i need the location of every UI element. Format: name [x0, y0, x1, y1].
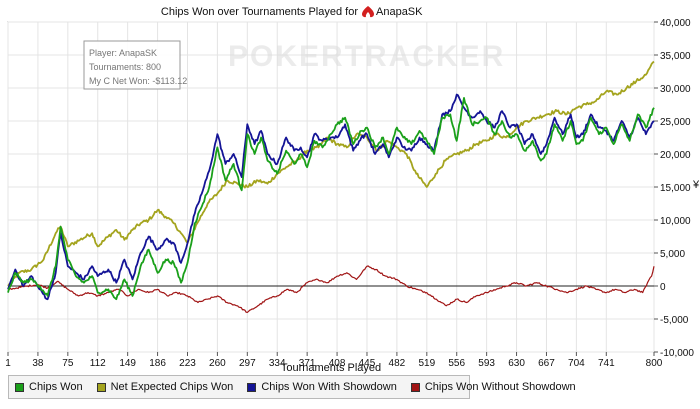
y-tick-label: 25,000 — [660, 117, 691, 128]
series-layer — [7, 60, 655, 313]
x-tick-label: 149 — [119, 358, 136, 369]
x-tick-label: 223 — [179, 358, 196, 369]
info-net-won: My C Net Won: -$113.12 — [89, 76, 187, 86]
legend-label: Chips Won Without Showdown — [424, 381, 576, 393]
series-line-chips-won-with-showdown — [7, 93, 655, 301]
x-tick-label: 445 — [359, 358, 376, 369]
legend-item-chips-won[interactable]: Chips Won — [15, 381, 83, 393]
x-tick-label: 334 — [269, 358, 286, 369]
info-tournaments: Tournaments: 800 — [89, 62, 161, 72]
legend-swatch-net-expected — [96, 382, 106, 392]
x-tick-label: 800 — [646, 358, 663, 369]
x-tick-label: 186 — [149, 358, 166, 369]
legend-label: Chips Won With Showdown — [261, 381, 397, 393]
x-tick-label: 38 — [32, 358, 44, 369]
y-tick-label: 40,000 — [660, 18, 691, 29]
y-tick-label: 30,000 — [660, 84, 691, 95]
x-tick-label: 482 — [389, 358, 406, 369]
x-tick-label: 741 — [598, 358, 615, 369]
legend-label: Net Expected Chips Won — [110, 381, 234, 393]
series-line-chips-won — [7, 97, 655, 301]
y-tick-label: 5,000 — [660, 249, 685, 260]
legend-swatch-without-showdown — [410, 382, 420, 392]
player-icon — [362, 6, 374, 18]
x-tick-label: 75 — [62, 358, 74, 369]
x-tick-label: 112 — [90, 358, 106, 369]
legend-item-with-showdown[interactable]: Chips Won With Showdown — [247, 381, 397, 393]
info-player: Player: AnapaSK — [89, 48, 157, 58]
x-tick-label: 667 — [538, 358, 555, 369]
legend-item-without-showdown[interactable]: Chips Won Without Showdown — [410, 381, 576, 393]
legend-swatch-with-showdown — [247, 382, 257, 392]
x-tick-label: 593 — [478, 358, 495, 369]
x-tick-label: 519 — [418, 358, 435, 369]
y-tick-label: 0 — [660, 282, 666, 293]
x-tick-label: 260 — [209, 358, 226, 369]
y-tick-label: -10,000 — [660, 348, 694, 359]
y-tick-label: 20,000 — [660, 150, 691, 161]
y-axis-label: ¥ — [692, 179, 700, 191]
x-tick-label: 371 — [299, 358, 316, 369]
series-line-net-expected-chips-won — [7, 60, 655, 287]
x-tick-label: 556 — [448, 358, 465, 369]
x-tick-label: 408 — [329, 358, 346, 369]
watermark: POKERTRACKER — [228, 40, 505, 73]
y-tick-label: 15,000 — [660, 183, 691, 194]
series-line-chips-won-without-showdown — [7, 265, 655, 313]
x-tick-label: 1 — [5, 358, 11, 369]
chart-title: Chips Won over Tournaments Played for — [161, 6, 358, 18]
legend-label: Chips Won — [29, 381, 83, 393]
x-tick-label: 297 — [239, 358, 256, 369]
watermark-text: POKERTRACKER — [228, 40, 505, 73]
y-tick-label: 10,000 — [660, 216, 691, 227]
legend-swatch-chips-won — [15, 382, 24, 392]
legend: Chips Won Net Expected Chips Won Chips W… — [8, 375, 576, 399]
x-tick-label: 704 — [568, 358, 585, 369]
info-box: Player: AnapaSK Tournaments: 800 My C Ne… — [83, 40, 187, 90]
legend-item-net-expected[interactable]: Net Expected Chips Won — [96, 381, 234, 393]
x-axis-label: Tournaments Played — [281, 362, 381, 374]
y-tick-label: -5,000 — [660, 315, 689, 326]
y-tick-label: 35,000 — [660, 51, 691, 62]
x-tick-label: 630 — [508, 358, 525, 369]
axes: -10,000 -5,000 0 5,000 10,000 15,000 20,000 25,… — [5, 18, 694, 369]
chart-title-player: AnapaSK — [376, 6, 423, 18]
